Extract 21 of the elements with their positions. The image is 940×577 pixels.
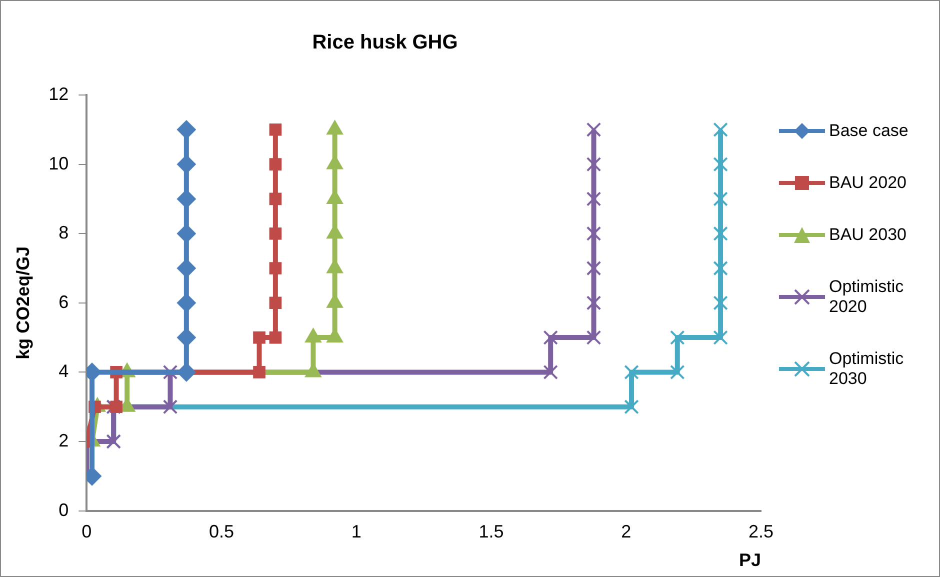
x-tick-label: 0.5 (208, 522, 234, 542)
x-tick-label: 0 (82, 522, 92, 542)
y-axis-title: kg CO2eq/GJ (12, 246, 33, 360)
y-tick-label: 4 (58, 361, 69, 382)
x-axis-title: PJ (738, 550, 761, 570)
legend-label: BAU 2020 (829, 173, 906, 193)
x-tick-label: 1.5 (478, 522, 504, 542)
y-tick-label: 2 (58, 430, 69, 450)
y-tick-label: 8 (58, 222, 69, 243)
legend-label: Optimistic 2030 (829, 349, 905, 389)
y-tick-label: 0 (58, 500, 69, 520)
x-tick-label: 2 (621, 522, 632, 542)
legend-label: BAU 2030 (829, 225, 906, 245)
legend-label: Base case (829, 121, 908, 141)
x-tick-label: 2.5 (748, 522, 774, 542)
chart-title: Rice husk GHG (312, 32, 458, 54)
legend-label: Optimistic 2020 (829, 277, 905, 317)
y-tick-label: 12 (48, 84, 69, 104)
x-tick-label: 1 (351, 522, 362, 542)
y-tick-label: 10 (48, 153, 69, 174)
y-tick-label: 6 (58, 292, 69, 312)
